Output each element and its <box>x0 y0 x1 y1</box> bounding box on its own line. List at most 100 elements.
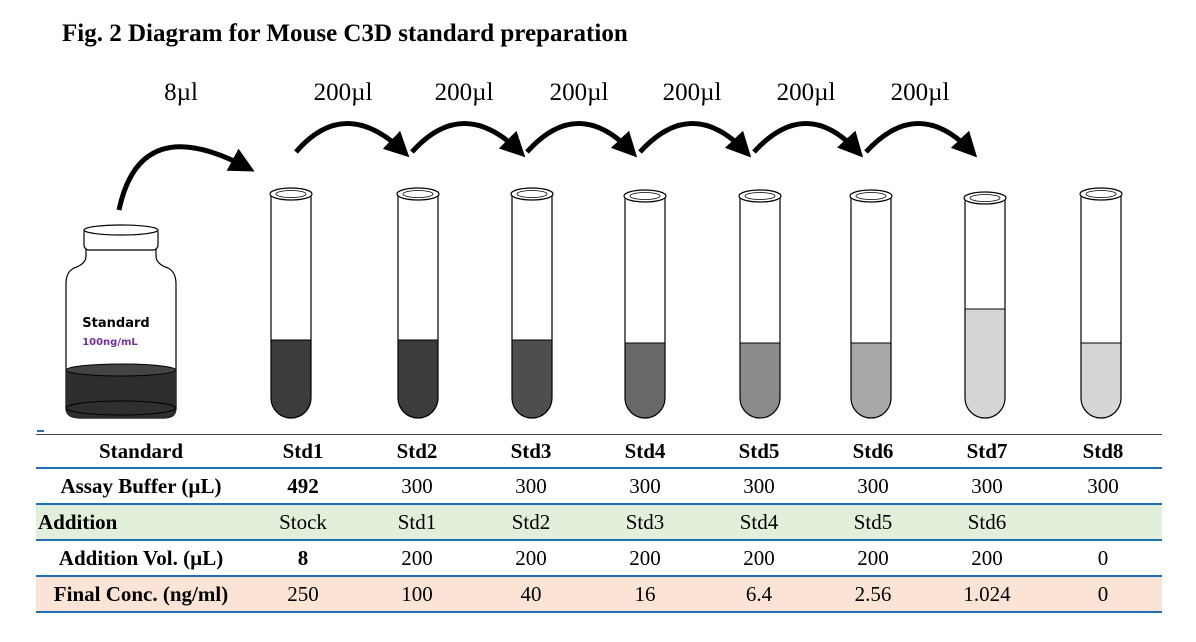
table-cell: 200 <box>588 540 702 577</box>
tube-std6-liquid <box>851 343 891 418</box>
header-standard: Standard <box>36 434 246 469</box>
jar-bottom-rim <box>65 400 177 416</box>
tube-std3-liquid <box>512 340 552 418</box>
table-cell: 8 <box>246 540 360 577</box>
table-cell: 300 <box>474 468 588 505</box>
table-cell: 100 <box>360 576 474 613</box>
addition-volume-row: Addition Vol. (µL) 8 200 200 200 200 200… <box>36 540 1162 577</box>
table-cell: 200 <box>702 540 816 577</box>
tube-std8-outline <box>1080 194 1122 419</box>
table-cell: Stock <box>246 504 360 541</box>
tube-std7-liquid <box>965 309 1005 418</box>
jar-concentration: 100ng/mL <box>82 337 138 348</box>
tube-std3-rim-inner <box>516 190 548 198</box>
table-cell: 300 <box>588 468 702 505</box>
arrow-std6-std7 <box>864 121 978 158</box>
table-cell: 200 <box>930 540 1044 577</box>
table-cell: 0 <box>1044 576 1162 613</box>
table-cell: 200 <box>474 540 588 577</box>
tube-std4 <box>623 189 667 419</box>
table-cell: Std1 <box>360 504 474 541</box>
tube-std6 <box>849 189 893 419</box>
arrow-stock-std1 <box>116 144 255 211</box>
table-cell: 300 <box>930 468 1044 505</box>
tube-std8-rim-inner <box>1085 190 1117 198</box>
tube-std2-rim-inner <box>402 190 434 198</box>
tube-std4-rim-inner <box>629 192 661 200</box>
transfer-volume-labels: 8µl 200µl 200µl 200µl 200µl 200µl 200µl <box>164 79 949 106</box>
table-cell: 300 <box>816 468 930 505</box>
tube-std7-outline <box>964 198 1006 419</box>
tube-std1-liquid <box>271 340 311 418</box>
dilution-diagram: Standard 100ng/mL 8µl 200µl 200µl 200µl … <box>65 79 1123 419</box>
table-cell: Std2 <box>474 504 588 541</box>
table-cell: 40 <box>474 576 588 613</box>
jar-liquid <box>66 370 176 418</box>
header-std4: Std4 <box>588 434 702 469</box>
table-cell: Std5 <box>816 504 930 541</box>
tube-std1-outline <box>270 194 312 419</box>
tube-std5 <box>738 189 782 419</box>
header-std2: Std2 <box>360 434 474 469</box>
tube-std1-rim-inner <box>275 190 307 198</box>
table-cell: 6.4 <box>702 576 816 613</box>
figure-title: Fig. 2 Diagram for Mouse C3D standard pr… <box>62 20 628 47</box>
preparation-table: Standard Std1 Std2 Std3 Std4 Std5 Std6 S… <box>36 434 1162 613</box>
volume-label-6: 200µl <box>777 79 836 106</box>
volume-label-4: 200µl <box>550 79 609 106</box>
header-std8: Std8 <box>1044 434 1162 469</box>
header-std3: Std3 <box>474 434 588 469</box>
addition-row: Addition Stock Std1 Std2 Std3 Std4 Std5 … <box>36 504 1162 541</box>
header-std7: Std7 <box>930 434 1044 469</box>
tube-std4-liquid <box>625 343 665 418</box>
header-std6: Std6 <box>816 434 930 469</box>
arrow-std1-std2 <box>294 121 410 158</box>
tube-std7-rim-inner <box>969 194 1001 202</box>
final-concentration-label: Final Conc. (ng/ml) <box>36 576 246 613</box>
tube-std5-rim-inner <box>744 192 776 200</box>
final-concentration-row: Final Conc. (ng/ml) 250 100 40 16 6.4 2.… <box>36 576 1162 613</box>
arrow-std3-std4 <box>525 121 638 158</box>
volume-label-1: 8µl <box>164 79 198 106</box>
tube-std8-liquid <box>1081 343 1121 418</box>
assay-buffer-label: Assay Buffer (µL) <box>36 468 246 505</box>
tube-std1 <box>269 187 313 419</box>
table-cell: 492 <box>246 468 360 505</box>
assay-buffer-row: Assay Buffer (µL) 492 300 300 300 300 30… <box>36 468 1162 505</box>
jar-liquid-top <box>65 363 177 377</box>
table-cell <box>1044 504 1162 541</box>
table-cell: 2.56 <box>816 576 930 613</box>
table-cell: Std3 <box>588 504 702 541</box>
tube-std5-liquid <box>740 343 780 418</box>
jar-label: Standard <box>82 316 149 331</box>
tube-std2 <box>396 187 440 419</box>
addition-label: Addition <box>36 504 246 541</box>
table-cell: 300 <box>1044 468 1162 505</box>
tube-std2-liquid <box>398 340 438 418</box>
jar-cap-top <box>83 224 159 236</box>
table-cell: 1.024 <box>930 576 1044 613</box>
volume-label-2: 200µl <box>314 79 373 106</box>
table-cell: 250 <box>246 576 360 613</box>
table-cell: Std6 <box>930 504 1044 541</box>
tube-std8 <box>1079 187 1123 419</box>
transfer-arrows <box>116 121 978 211</box>
tube-std6-rim-inner <box>855 192 887 200</box>
arrow-std2-std3 <box>410 121 526 158</box>
tube-std3 <box>510 187 554 419</box>
header-std5: Std5 <box>702 434 816 469</box>
addition-volume-label: Addition Vol. (µL) <box>36 540 246 577</box>
table-cell: Std4 <box>702 504 816 541</box>
table-cell: 200 <box>360 540 474 577</box>
tube-std4-outline <box>624 196 666 419</box>
volume-label-7: 200µl <box>891 79 950 106</box>
table-cell: 300 <box>360 468 474 505</box>
table-corner-marker <box>37 430 44 432</box>
arrow-std4-std5 <box>638 121 752 158</box>
tube-std7 <box>963 191 1007 419</box>
table-header-row: Standard Std1 Std2 Std3 Std4 Std5 Std6 S… <box>36 434 1162 469</box>
tube-std6-outline <box>850 196 892 419</box>
arrow-std5-std6 <box>752 121 864 158</box>
table-cell: 300 <box>702 468 816 505</box>
table-cell: 0 <box>1044 540 1162 577</box>
